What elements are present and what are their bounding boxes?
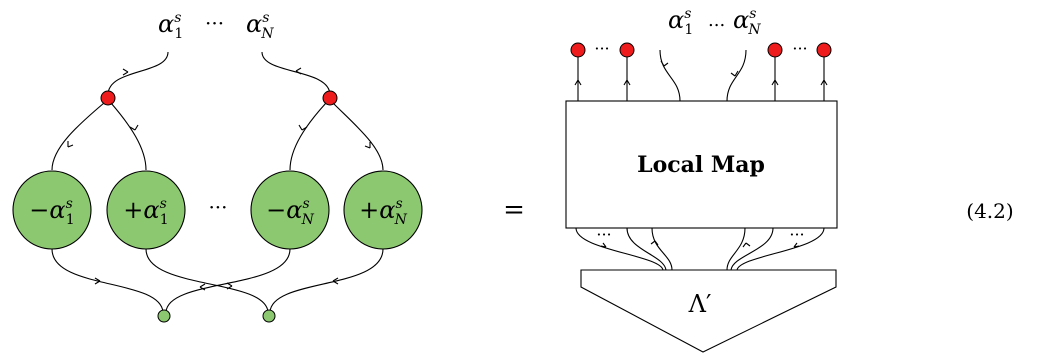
left-wire-c2-g2 — [145, 248, 269, 313]
arrow-head — [574, 79, 582, 86]
arrow-head — [771, 79, 779, 86]
left-circle-2: +αs 1 — [106, 170, 186, 250]
right-red-node-2 — [619, 42, 635, 58]
left-circle-1: −αs 1 — [12, 170, 92, 250]
left-wire-c1-g1 — [51, 248, 164, 313]
right-top-label-first: αs 1 — [668, 6, 693, 38]
left-wire-c4-g2 — [269, 248, 384, 313]
right-red-dots-right: ··· — [792, 39, 807, 58]
right-bottom-dots-right: ··· — [789, 225, 804, 244]
arrow-head — [600, 242, 607, 248]
left-middle-dots: ··· — [208, 195, 227, 219]
arrow-head — [295, 67, 302, 75]
arrow-head — [820, 79, 828, 86]
right-red-dots-left: ··· — [594, 39, 609, 58]
arrow-head — [730, 70, 739, 77]
left-wire-red1-c1 — [51, 102, 105, 171]
arrow-head — [226, 282, 233, 290]
right-wire-bottom-4 — [726, 227, 746, 271]
arrow-head — [199, 283, 206, 291]
right-wire-top-first — [659, 49, 681, 102]
local-map-box — [565, 100, 838, 229]
arrow-head — [122, 68, 129, 76]
left-red-node-1 — [100, 90, 116, 106]
svg-text:+αs1: +αs 1 — [123, 196, 168, 228]
svg-text:−αs1: −αs 1 — [29, 196, 74, 228]
local-map-label: Local Map — [637, 152, 765, 178]
svg-text:+αsN: +αs N — [359, 196, 408, 228]
lambda-prime-triangle — [580, 269, 837, 353]
left-wire-red2-c3 — [289, 102, 327, 171]
right-top-label-dots: ... — [708, 10, 725, 31]
right-wire-bottom-3 — [651, 227, 673, 271]
right-red-node-3 — [767, 42, 783, 58]
left-wire-red1-c2 — [110, 102, 147, 171]
arrow-head — [364, 142, 371, 149]
left-top-label-last: αs N — [246, 10, 274, 42]
left-circle-4: +αs N — [343, 170, 423, 250]
arrow-head — [660, 60, 669, 67]
arrow-head — [793, 242, 800, 248]
right-diagram: αs 1 ... αs N ··· ··· Local Map — [565, 6, 838, 353]
left-diagram: αs 1 ··· αs N −αs 1 — [12, 10, 423, 323]
lambda-prime-label: Λ′ — [688, 290, 712, 318]
equals-sign: = — [503, 195, 525, 225]
arrow-head — [332, 277, 339, 285]
arrow-head — [650, 240, 659, 246]
right-top-label-last: αs N — [733, 6, 761, 38]
right-wire-bottom-6 — [736, 227, 825, 271]
right-wire-bottom-1 — [575, 227, 664, 271]
svg-text:−αsN: −αs N — [266, 196, 315, 228]
right-red-node-1 — [570, 42, 586, 58]
arrow-head — [742, 242, 751, 248]
left-top-label-dots: ··· — [205, 11, 224, 35]
left-red-node-2 — [322, 90, 338, 106]
left-circle-3: −αs N — [250, 170, 330, 250]
left-wire-top-first — [107, 51, 169, 96]
left-small-green-node-2 — [262, 309, 276, 323]
equation-number: (4.2) — [966, 199, 1013, 223]
left-small-green-node-1 — [157, 309, 171, 323]
arrow-head — [94, 277, 101, 285]
left-wire-red2-c4 — [332, 102, 384, 171]
left-top-label-first: αs 1 — [158, 10, 183, 42]
right-bottom-dots-left: ··· — [596, 225, 611, 244]
left-wire-top-last — [261, 51, 331, 96]
left-wire-c3-g1 — [165, 248, 291, 313]
arrow-head — [623, 79, 631, 86]
arrow-head — [298, 124, 308, 131]
right-red-node-4 — [816, 42, 832, 58]
right-wire-bottom-5 — [730, 227, 774, 271]
right-wire-bottom-2 — [626, 227, 667, 271]
right-wire-top-last — [726, 49, 747, 102]
arrow-head — [67, 141, 74, 148]
arrow-head — [129, 124, 139, 131]
